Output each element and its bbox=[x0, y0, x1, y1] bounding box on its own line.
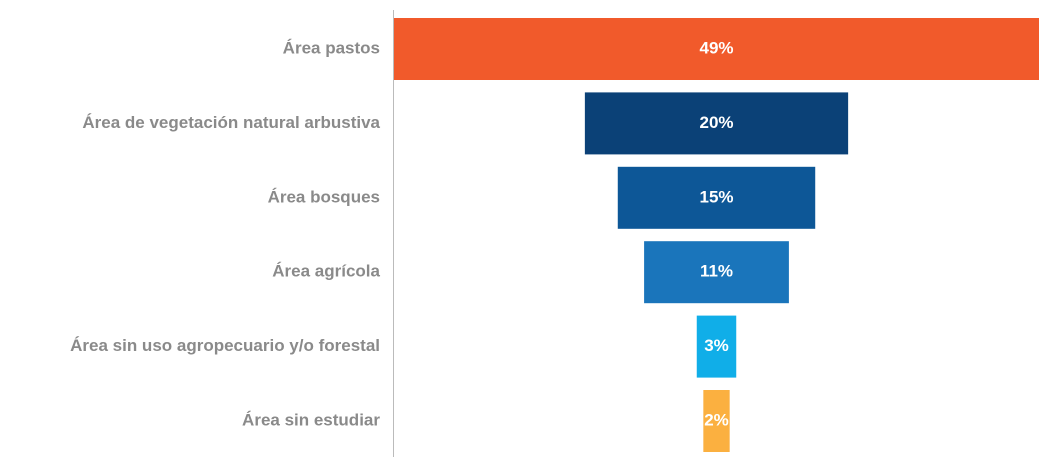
value-label: 2% bbox=[704, 410, 729, 429]
bar bbox=[644, 241, 789, 304]
category-label: Área bosques bbox=[268, 187, 380, 206]
value-label: 15% bbox=[699, 187, 733, 206]
bar bbox=[584, 92, 849, 155]
category-label: Área sin uso agropecuario y/o forestal bbox=[70, 336, 380, 355]
bar bbox=[617, 166, 816, 229]
bar bbox=[394, 18, 1039, 80]
bar bbox=[703, 390, 730, 452]
value-label: 49% bbox=[699, 38, 733, 57]
value-label: 20% bbox=[699, 113, 733, 132]
category-label: Área agrícola bbox=[272, 262, 380, 281]
value-label: 11% bbox=[700, 262, 733, 281]
value-label: 3% bbox=[704, 336, 729, 355]
bar bbox=[696, 315, 737, 378]
category-label: Área sin estudiar bbox=[242, 410, 380, 429]
category-label: Área de vegetación natural arbustiva bbox=[82, 113, 380, 132]
category-label: Área pastos bbox=[283, 38, 380, 57]
